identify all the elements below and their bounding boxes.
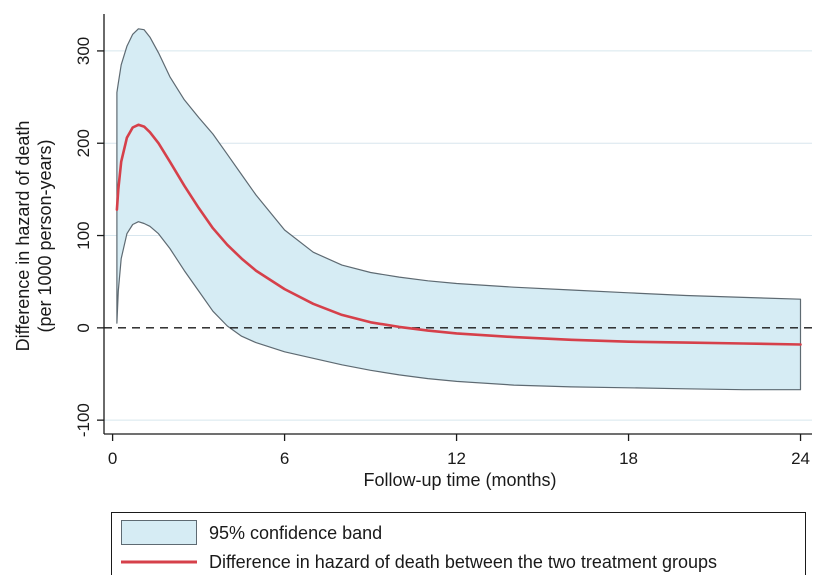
hazard-difference-line-layer: [115, 123, 802, 346]
legend-label-hazard-line: Difference in hazard of death between th…: [209, 552, 717, 572]
legend-label-confidence-band: 95% confidence band: [209, 523, 382, 543]
y-tick-label: 200: [74, 129, 93, 157]
y-tick-label: 300: [74, 37, 93, 65]
x-tick-label: 6: [280, 449, 289, 468]
y-axis-title-line-2: (per 1000 person-years): [35, 139, 55, 332]
legend-key-confidence-band: [121, 520, 197, 545]
x-tick-label: 12: [447, 449, 466, 468]
confidence-band: [116, 28, 802, 391]
y-tick-label: 100: [74, 221, 93, 249]
confidence-band-layer: [116, 28, 802, 391]
legend: 95% confidence band Difference in hazard…: [111, 512, 806, 575]
x-axis-title: Follow-up time (months): [363, 470, 556, 490]
hazard-difference-line: [115, 123, 802, 346]
y-tick-label: -100: [74, 403, 93, 437]
x-tick-label: 24: [791, 449, 810, 468]
y-axis-title-line-1: Difference in hazard of death: [13, 121, 33, 352]
y-tick-label: 0: [74, 323, 93, 332]
axes: -100 0 100 200 300 0 6 12 18 24: [74, 14, 812, 468]
x-tick-label: 0: [108, 449, 117, 468]
x-tick-label: 18: [619, 449, 638, 468]
legend-box: [111, 512, 806, 575]
